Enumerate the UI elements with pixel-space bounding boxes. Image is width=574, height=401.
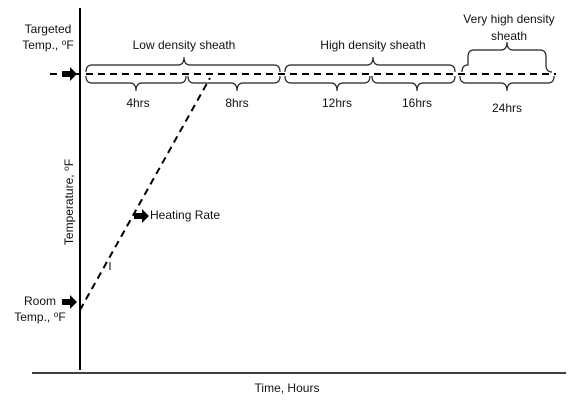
heating-line — [79, 77, 211, 311]
lower-brace — [371, 75, 456, 92]
group-label: High density sheath — [320, 38, 425, 52]
lower-brace — [459, 75, 555, 92]
duration-label: 4hrs — [126, 96, 149, 110]
duration-label: 16hrs — [402, 96, 432, 110]
room-label: Room — [24, 294, 56, 308]
lower-brace — [85, 75, 187, 92]
upper-brace — [461, 41, 553, 73]
y-axis-label: Temperature, ⁰F — [62, 159, 76, 245]
targeted-label: Targeted — [25, 22, 72, 36]
heating-rate-label: Heating Rate — [150, 208, 220, 222]
upper-brace — [85, 56, 281, 73]
duration-label: 24hrs — [492, 101, 522, 115]
duration-label: 12hrs — [322, 96, 352, 110]
duration-label: 8hrs — [225, 96, 248, 110]
lower-brace — [187, 75, 281, 92]
group-label: Low density sheath — [133, 38, 236, 52]
x-axis-label: Time, Hours — [255, 381, 320, 395]
target-arrow — [62, 67, 77, 81]
group-label: sheath — [491, 29, 527, 43]
room-arrow — [62, 295, 77, 309]
room-label: Temp., ⁰F — [14, 310, 66, 324]
heating-arrow — [134, 209, 149, 223]
targeted-label: Temp., ⁰F — [22, 38, 74, 52]
upper-brace — [284, 56, 456, 73]
braces — [85, 41, 555, 92]
lower-brace — [284, 75, 371, 92]
group-label: Very high density — [463, 12, 554, 26]
